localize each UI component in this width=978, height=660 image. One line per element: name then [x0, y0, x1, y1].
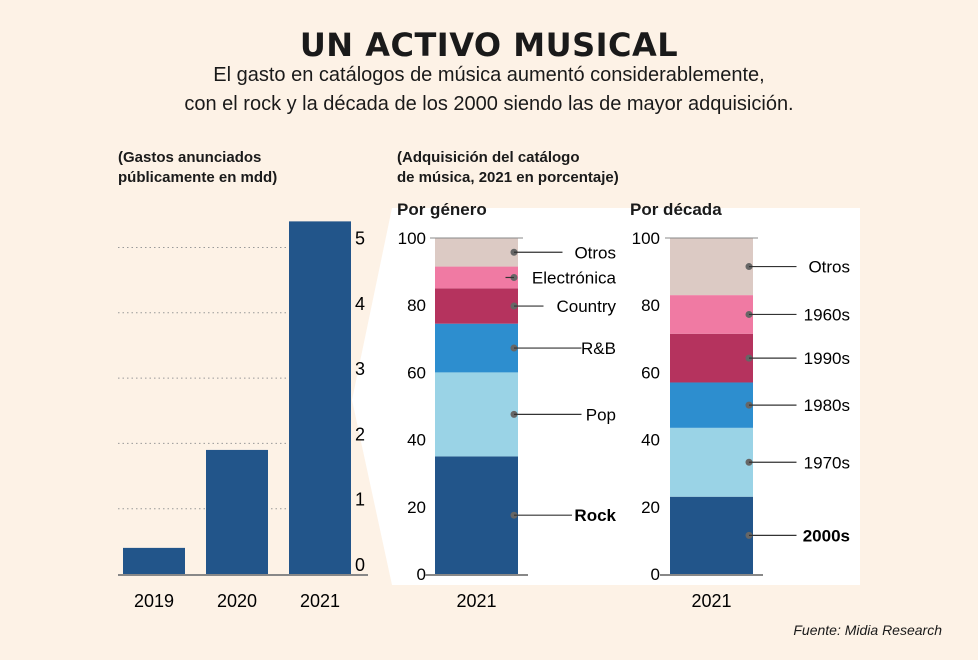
subtitle-line-2: con el rock y la década de los 2000 sien… — [184, 93, 794, 115]
y-tick-label: 80 — [407, 296, 426, 315]
segment-label: Otros — [808, 258, 850, 277]
y-tick-label: 0 — [355, 555, 365, 575]
x-tick-label: 2019 — [134, 591, 174, 611]
x-tick-label: 2021 — [456, 591, 496, 611]
left-note-1: (Gastos anunciados — [118, 149, 262, 166]
x-tick-label: 2021 — [691, 591, 731, 611]
segment-label: 1980s — [804, 396, 850, 415]
segment-Otros — [670, 238, 753, 296]
segment-Otros — [435, 238, 518, 267]
segment-1960s — [670, 295, 753, 334]
y-tick-label: 80 — [641, 296, 660, 315]
right-note-2: de música, 2021 en porcentaje) — [397, 169, 619, 186]
y-tick-label: 40 — [641, 431, 660, 450]
y-tick-label: 60 — [407, 363, 426, 382]
segment-R&B — [435, 323, 518, 373]
y-tick-label: 100 — [398, 229, 426, 248]
right-note-1: (Adquisición del catálogo — [397, 149, 580, 166]
segment-label: 1960s — [804, 305, 850, 324]
y-tick-label: 1 — [355, 490, 365, 510]
segment-Rock — [435, 456, 518, 574]
source: Fuente: Midia Research — [793, 622, 942, 638]
bar-2019 — [123, 547, 185, 574]
segment-label: Electrónica — [532, 268, 617, 287]
segment-1970s — [670, 427, 753, 497]
segment-label: 2000s — [803, 526, 850, 545]
segment-label: 1990s — [804, 349, 850, 368]
y-tick-label: 60 — [641, 363, 660, 382]
y-tick-label: 40 — [407, 431, 426, 450]
segment-Electrónica — [435, 266, 518, 289]
left-note-2: públicamente en mdd) — [118, 169, 278, 186]
segment-2000s — [670, 496, 753, 574]
segment-Pop — [435, 372, 518, 457]
y-tick-label: 3 — [355, 359, 365, 379]
panel — [352, 208, 860, 585]
y-tick-label: 5 — [355, 229, 365, 249]
subtitle-line-1: El gasto en catálogos de música aumentó … — [213, 64, 765, 86]
segment-label: Rock — [574, 506, 616, 525]
decade-header: Por década — [630, 200, 722, 219]
y-tick-label: 2 — [355, 424, 365, 444]
bar-2021 — [289, 221, 351, 574]
x-tick-label: 2020 — [217, 591, 257, 611]
x-tick-label: 2021 — [300, 591, 340, 611]
segment-label: Pop — [586, 405, 616, 424]
segment-Country — [435, 288, 518, 324]
segment-label: R&B — [581, 339, 616, 358]
y-tick-label: 20 — [407, 498, 426, 517]
y-tick-label: 20 — [641, 498, 660, 517]
segment-label: Otros — [574, 243, 616, 262]
segment-label: Country — [556, 297, 616, 316]
segment-label: 1970s — [804, 453, 850, 472]
page-title: UN ACTIVO MUSICAL — [299, 26, 679, 64]
bar-2020 — [206, 449, 268, 574]
segment-1980s — [670, 382, 753, 428]
genre-header: Por género — [397, 200, 487, 219]
y-tick-label: 0 — [651, 565, 660, 584]
segment-1990s — [670, 333, 753, 383]
y-tick-label: 0 — [417, 565, 426, 584]
y-tick-label: 100 — [632, 229, 660, 248]
y-tick-label: 4 — [355, 294, 365, 314]
